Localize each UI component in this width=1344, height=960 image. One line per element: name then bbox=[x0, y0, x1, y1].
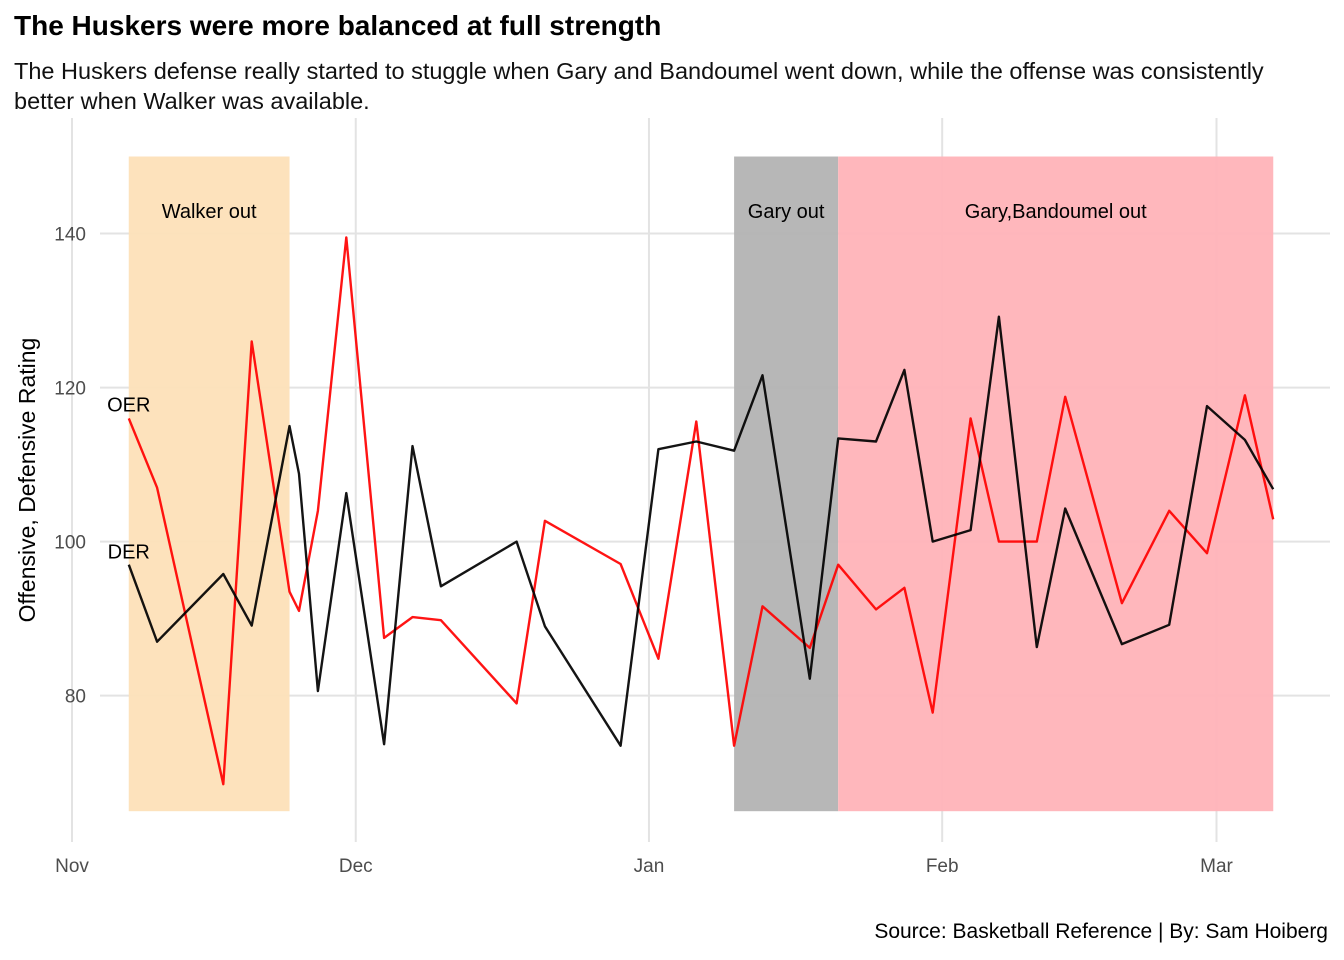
period-label: Gary,Bandoumel out bbox=[965, 201, 1147, 223]
x-tick-label: Jan bbox=[634, 856, 665, 877]
annotations: Walker out Gary out Gary,Bandoumel out OER D… bbox=[107, 201, 1147, 564]
series-lines bbox=[127, 236, 1275, 786]
axes: 80 100 120 140 Nov Dec Jan Feb Mar Offensive, Def… bbox=[14, 225, 1234, 877]
series-line-oer bbox=[127, 236, 1275, 786]
series-line-der bbox=[127, 315, 1275, 747]
chart-title: The Huskers were more balanced at full s… bbox=[14, 10, 662, 41]
x-tick-label: Nov bbox=[55, 856, 89, 877]
shaded-periods bbox=[128, 156, 1274, 812]
y-tick-label: 80 bbox=[65, 687, 86, 708]
period-label: Gary out bbox=[748, 201, 825, 223]
series-label: DER bbox=[108, 542, 150, 564]
x-tick-label: Feb bbox=[926, 856, 959, 877]
y-tick-label: 120 bbox=[54, 379, 86, 400]
x-tick-label: Dec bbox=[339, 856, 373, 877]
y-tick-label: 140 bbox=[54, 225, 86, 246]
chart-subtitle: The Huskers defense really started to st… bbox=[14, 58, 1264, 114]
series-label: OER bbox=[107, 395, 150, 417]
shaded-period bbox=[734, 156, 839, 812]
period-label: Walker out bbox=[162, 201, 257, 223]
x-tick-label: Mar bbox=[1200, 856, 1233, 877]
source-caption: Source: Basketball Reference | By: Sam H… bbox=[874, 920, 1328, 943]
y-axis-label: Offensive, Defensive Rating bbox=[14, 338, 40, 623]
y-tick-label: 100 bbox=[54, 533, 86, 554]
shaded-period bbox=[838, 156, 1274, 812]
shaded-period bbox=[128, 156, 290, 812]
